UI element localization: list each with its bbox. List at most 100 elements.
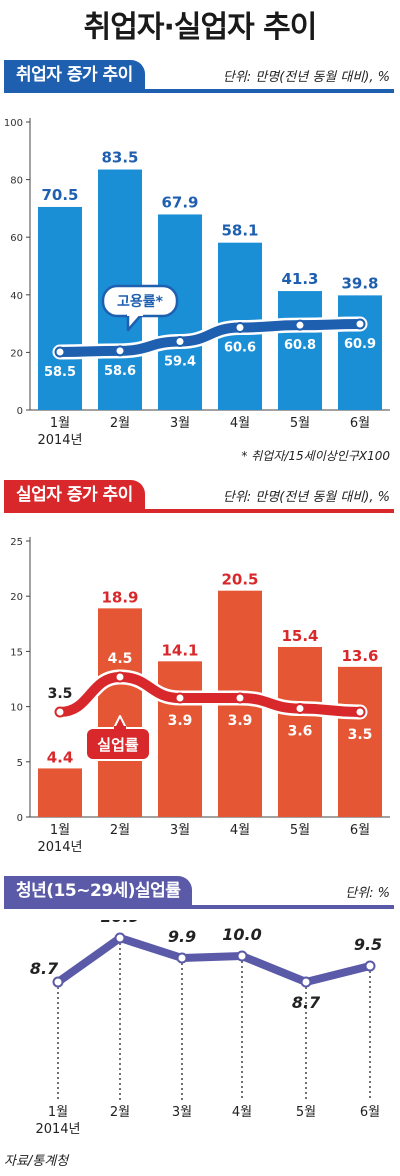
x-tick-label: 1월 — [48, 1105, 68, 1120]
y-tick-label: 25 — [10, 537, 23, 548]
line-point — [52, 976, 64, 988]
unemployment-header: 실업자 증가 추이 단위: 만명(전년 동월 대비), % — [0, 480, 400, 530]
line-value-label: 4.5 — [108, 651, 133, 667]
unemployment-section-title: 실업자 증가 추이 — [4, 480, 145, 510]
employment-header-rule — [4, 89, 394, 93]
bar-value-label: 14.1 — [161, 641, 198, 659]
y-tick-label: 20 — [10, 592, 23, 603]
x-tick-label: 1월 — [50, 416, 70, 431]
unemployment-header-rule — [4, 509, 394, 513]
employment-chart: 0 20 40 60 80 100 70.5 83.5 67.9 58.1 41.3 39.8 58.5… — [4, 118, 390, 463]
year-label: 2014년 — [37, 433, 82, 448]
callout-label: 고용률* — [117, 293, 164, 310]
y-tick-label: 100 — [4, 118, 23, 129]
bar-value-label: 83.5 — [101, 149, 138, 167]
page-title: 취업자·실업자 추이 — [83, 10, 318, 45]
line-point — [114, 345, 126, 357]
y-tick-label: 5 — [17, 758, 23, 769]
x-tick-label: 5월 — [296, 1105, 316, 1120]
line-value-label: 3.5 — [48, 686, 73, 702]
year-label: 2014년 — [37, 840, 82, 855]
youth-rate-line — [54, 934, 374, 986]
line-point — [234, 692, 246, 704]
x-tick-label: 3월 — [172, 1105, 192, 1120]
callout-pointer-mask — [127, 310, 143, 316]
line-value-label: 60.6 — [224, 341, 256, 356]
line-value-label: 60.9 — [344, 337, 376, 352]
unemployment-rate-callout: 실업률 — [85, 715, 151, 761]
bar-value-label: 15.4 — [281, 627, 318, 645]
x-tick-label: 3월 — [170, 823, 190, 838]
line-value-label: 59.4 — [164, 355, 196, 370]
x-tick-label: 5월 — [290, 416, 310, 431]
x-tick-label: 4월 — [230, 823, 250, 838]
line-point — [234, 322, 246, 333]
y-tick-label: 40 — [10, 291, 23, 302]
y-tick-label: 0 — [17, 813, 23, 824]
y-tick-label: 15 — [10, 647, 23, 658]
employment-rate-callout: 고용률* — [101, 284, 179, 332]
line-point — [114, 932, 126, 944]
unemployment-chart: 0 5 10 15 20 25 4.4 18.9 14.1 20.5 15.4 13.6 3.5 4.5 3… — [10, 537, 390, 855]
x-tick-label: 3월 — [170, 416, 190, 431]
y-tick-label: 0 — [17, 406, 23, 417]
bar — [158, 661, 202, 817]
x-tick-label: 2월 — [110, 1105, 130, 1120]
bar-value-label: 70.5 — [41, 186, 78, 204]
bar — [278, 646, 322, 817]
callout-pointer-mask — [114, 726, 126, 731]
bar-value-label: 20.5 — [221, 571, 258, 589]
bar-value-label: 13.6 — [341, 647, 378, 665]
line-value-label: 58.6 — [104, 364, 136, 379]
bar — [38, 768, 82, 817]
year-label: 2014년 — [35, 1122, 80, 1137]
line-value-label: 10.9 — [100, 920, 139, 926]
line-point — [176, 952, 188, 964]
employment-section-title: 취업자 증가 추이 — [4, 60, 145, 90]
bar — [338, 295, 382, 410]
x-tick-label: 6월 — [350, 823, 370, 838]
line-point — [364, 960, 376, 972]
youth-header-rule — [4, 905, 394, 909]
y-tick-label: 10 — [10, 703, 23, 714]
bar — [278, 291, 322, 410]
x-tick-label: 2월 — [110, 823, 130, 838]
bar — [98, 608, 142, 817]
x-tick-label: 5월 — [290, 823, 310, 838]
y-tick-label: 60 — [10, 233, 23, 244]
bar — [338, 666, 382, 817]
x-tick-label: 2월 — [110, 416, 130, 431]
line-point — [294, 703, 306, 714]
line-value-label: 3.6 — [288, 724, 313, 740]
callout-label: 실업률 — [97, 736, 139, 754]
y-tick-label: 80 — [10, 176, 23, 187]
bar-value-label: 58.1 — [221, 222, 258, 240]
youth-section-title: 청년(15~29세)실업률 — [4, 876, 193, 906]
x-tick-label: 4월 — [230, 416, 250, 431]
bar-value-label: 67.9 — [161, 193, 198, 211]
bar-value-label: 4.4 — [47, 748, 74, 766]
youth-unit-label: 단위: % — [345, 886, 390, 901]
line-point — [54, 346, 66, 358]
line-value-label: 3.5 — [348, 727, 373, 743]
x-tick-label: 4월 — [232, 1105, 252, 1120]
line-value-label: 9.5 — [354, 935, 382, 954]
bar-value-label: 18.9 — [101, 588, 138, 606]
line-value-label: 9.9 — [168, 927, 196, 946]
bar — [38, 206, 82, 410]
line-point — [174, 692, 186, 704]
line-point — [174, 336, 186, 347]
line-value-label: 8.7 — [30, 959, 59, 978]
line-point — [354, 706, 366, 718]
unemployment-unit-label: 단위: 만명(전년 동월 대비), % — [222, 490, 390, 505]
x-tick-label: 6월 — [350, 416, 370, 431]
bar-value-label: 39.8 — [341, 274, 378, 292]
line-point — [236, 950, 248, 962]
footnote: * 취업자/15세이상인구X100 — [241, 449, 390, 463]
callout-pointer — [126, 313, 143, 332]
line-value-label: 8.7 — [292, 993, 321, 1012]
line-value-label: 10.0 — [222, 925, 261, 944]
x-tick-label: 6월 — [360, 1105, 380, 1120]
y-tick-label: 20 — [10, 348, 23, 359]
line-point — [354, 318, 366, 330]
